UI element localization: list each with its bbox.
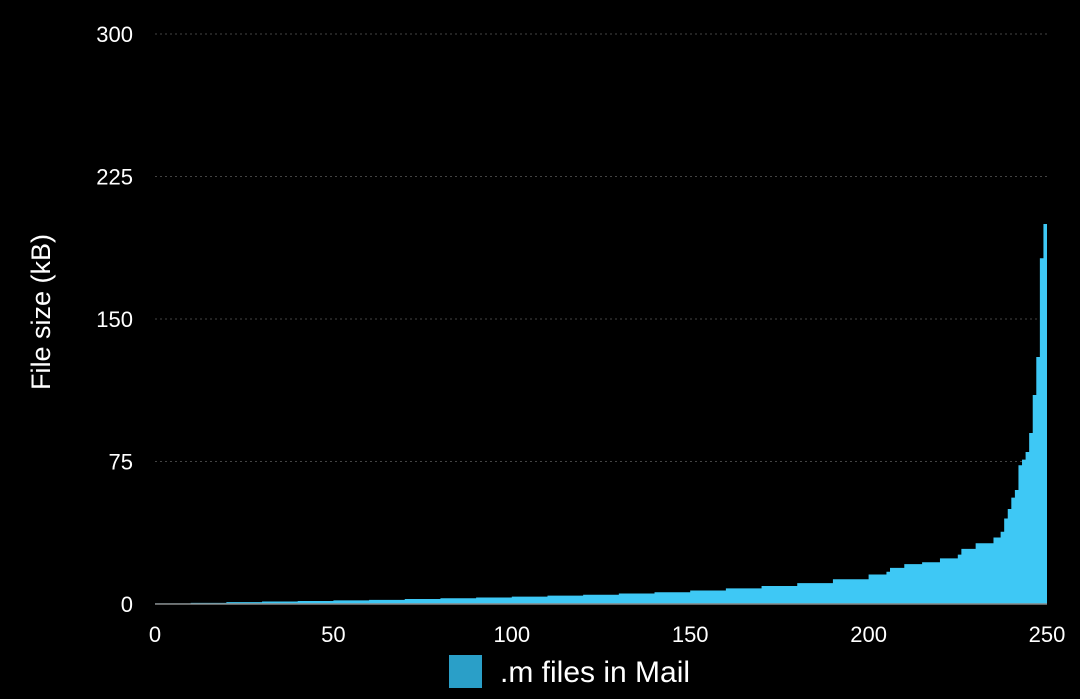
x-tick-label: 200 xyxy=(850,622,887,647)
x-tick-label: 50 xyxy=(321,622,345,647)
x-tick-label: 250 xyxy=(1029,622,1066,647)
y-tick-label: 0 xyxy=(121,592,133,617)
y-tick-labels: 0 75 150 225 300 xyxy=(96,22,133,617)
y-tick-label: 225 xyxy=(96,165,133,190)
x-tick-label: 0 xyxy=(149,622,161,647)
area-series-mail-m-files xyxy=(155,224,1047,604)
y-tick-label: 150 xyxy=(96,307,133,332)
x-tick-label: 150 xyxy=(672,622,709,647)
legend-swatch xyxy=(449,655,482,688)
y-tick-label: 75 xyxy=(109,450,133,475)
y-axis-title: File size (kB) xyxy=(26,234,56,390)
y-tick-label: 300 xyxy=(96,22,133,47)
x-tick-label: 100 xyxy=(493,622,530,647)
legend: .m files in Mail xyxy=(449,655,690,689)
gridlines xyxy=(155,33,1047,462)
legend-label: .m files in Mail xyxy=(500,656,690,689)
x-tick-labels: 0 50 100 150 200 250 xyxy=(149,622,1065,647)
